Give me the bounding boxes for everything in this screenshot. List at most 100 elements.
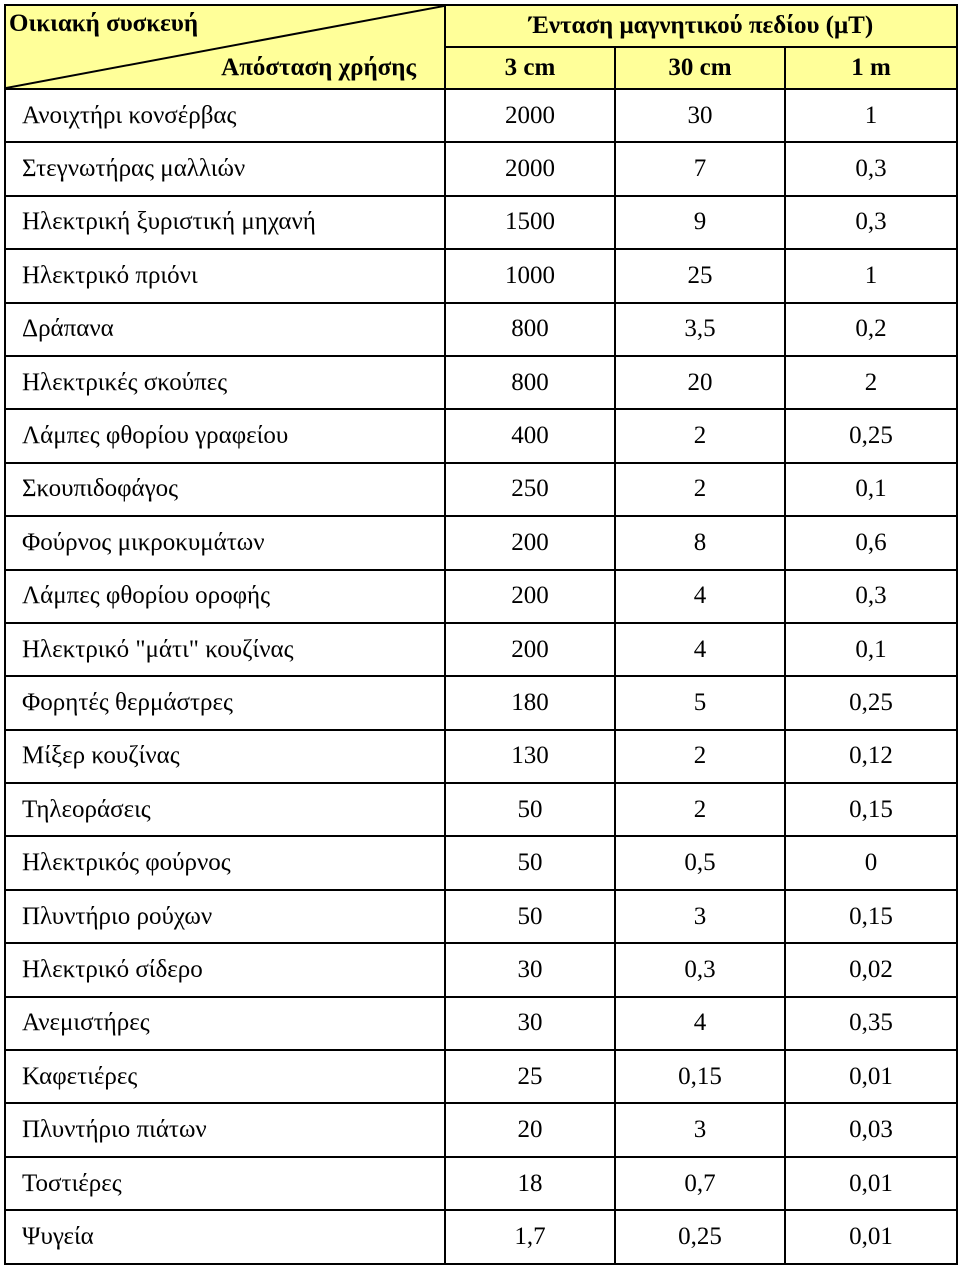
- value-1m-cell: 2: [783, 354, 959, 411]
- value-30cm-cell: 0,25: [614, 1209, 786, 1265]
- distance-header-3cm: 3 cm: [444, 46, 616, 90]
- value-3cm-cell: 18: [444, 1155, 616, 1212]
- value-30cm-cell: 8: [614, 515, 786, 571]
- distance-header-30cm: 30 cm: [614, 46, 786, 90]
- value-30cm-cell: 2: [614, 461, 786, 518]
- appliance-name-cell: Ηλεκτρικό πριόνι: [4, 248, 446, 304]
- value-3cm-cell: 800: [444, 354, 616, 411]
- value-30cm-cell: 0,3: [614, 942, 786, 998]
- value-1m-cell: 0,2: [783, 301, 959, 357]
- value-1m-cell: 0: [783, 835, 959, 891]
- value-30cm-cell: 0,7: [614, 1155, 786, 1212]
- appliance-name-cell: Ανοιχτήρι κονσέρβας: [4, 87, 446, 144]
- appliance-name-cell: Καφετιέρες: [4, 1049, 446, 1105]
- value-30cm-cell: 7: [614, 141, 786, 197]
- appliance-name-cell: Ψυγεία: [4, 1209, 446, 1265]
- value-30cm-cell: 0,15: [614, 1049, 786, 1105]
- appliance-name-cell: Τηλεοράσεις: [4, 782, 446, 838]
- value-30cm-cell: 3: [614, 888, 786, 945]
- table-row: Πλυντήριο πιάτων 20 3 0,03: [4, 1102, 959, 1158]
- table-header: Οικιακή συσκευή Απόσταση χρήσης Ένταση μ…: [4, 4, 959, 90]
- appliance-name-cell: Μίξερ κουζίνας: [4, 728, 446, 785]
- table-row: Ψυγεία 1,7 0,25 0,01: [4, 1209, 959, 1265]
- diagonal-divider-line: [6, 6, 444, 88]
- table-row: Ηλεκτρική ξυριστική μηχανή 1500 9 0,3: [4, 194, 959, 251]
- appliance-name-cell: Ηλεκτρικός φούρνος: [4, 835, 446, 891]
- appliance-name-cell: Ηλεκτρικό σίδερο: [4, 942, 446, 998]
- value-3cm-cell: 30: [444, 942, 616, 998]
- table-row: Ηλεκτρικό σίδερο 30 0,3 0,02: [4, 942, 959, 998]
- value-3cm-cell: 200: [444, 568, 616, 624]
- table-row: Ηλεκτρικό πριόνι 1000 25 1: [4, 248, 959, 304]
- value-3cm-cell: 1500: [444, 194, 616, 251]
- appliance-name-cell: Τοστιέρες: [4, 1155, 446, 1212]
- table-row: Λάμπες φθορίου γραφείου 400 2 0,25: [4, 408, 959, 464]
- value-3cm-cell: 50: [444, 835, 616, 891]
- value-3cm-cell: 25: [444, 1049, 616, 1105]
- value-3cm-cell: 1000: [444, 248, 616, 304]
- value-30cm-cell: 20: [614, 354, 786, 411]
- value-30cm-cell: 3: [614, 1102, 786, 1158]
- field-strength-header: Ένταση μαγνητικού πεδίου (μT): [443, 4, 959, 48]
- value-30cm-cell: 4: [614, 621, 786, 678]
- table-row: Πλυντήριο ρούχων 50 3 0,15: [4, 888, 959, 945]
- value-1m-cell: 0,25: [783, 408, 959, 464]
- distance-header-1m: 1 m: [783, 46, 959, 90]
- value-1m-cell: 0,02: [783, 942, 959, 998]
- table-row: Δράπανα 800 3,5 0,2: [4, 301, 959, 357]
- appliance-column-label: Οικιακή συσκευή: [9, 10, 199, 37]
- value-3cm-cell: 250: [444, 461, 616, 518]
- value-1m-cell: 0,3: [783, 568, 959, 624]
- value-30cm-cell: 5: [614, 675, 786, 731]
- value-30cm-cell: 2: [614, 782, 786, 838]
- appliance-name-cell: Λάμπες φθορίου γραφείου: [4, 408, 446, 464]
- value-30cm-cell: 25: [614, 248, 786, 304]
- appliance-name-cell: Ηλεκτρική ξυριστική μηχανή: [4, 194, 446, 251]
- value-1m-cell: 1: [783, 248, 959, 304]
- table-row: Στεγνωτήρας μαλλιών 2000 7 0,3: [4, 141, 959, 197]
- appliance-name-cell: Ανεμιστήρες: [4, 995, 446, 1052]
- appliance-name-cell: Ηλεκτρικό "μάτι" κουζίνας: [4, 621, 446, 678]
- value-3cm-cell: 800: [444, 301, 616, 357]
- appliance-name-cell: Πλυντήριο ρούχων: [4, 888, 446, 945]
- value-3cm-cell: 50: [444, 782, 616, 838]
- value-30cm-cell: 3,5: [614, 301, 786, 357]
- value-1m-cell: 0,03: [783, 1102, 959, 1158]
- value-1m-cell: 0,3: [783, 194, 959, 251]
- value-1m-cell: 0,3: [783, 141, 959, 197]
- value-3cm-cell: 20: [444, 1102, 616, 1158]
- value-3cm-cell: 2000: [444, 141, 616, 197]
- value-30cm-cell: 4: [614, 568, 786, 624]
- appliance-name-cell: Ηλεκτρικές σκούπες: [4, 354, 446, 411]
- distance-row-label: Απόσταση χρήσης: [221, 54, 416, 81]
- value-3cm-cell: 50: [444, 888, 616, 945]
- value-1m-cell: 0,15: [783, 782, 959, 838]
- value-30cm-cell: 4: [614, 995, 786, 1052]
- value-30cm-cell: 2: [614, 728, 786, 785]
- magnetic-field-table: Οικιακή συσκευή Απόσταση χρήσης Ένταση μ…: [4, 4, 959, 1265]
- appliance-name-cell: Στεγνωτήρας μαλλιών: [4, 141, 446, 197]
- value-1m-cell: 1: [783, 87, 959, 144]
- diagonal-header-cell: Οικιακή συσκευή Απόσταση χρήσης: [4, 4, 446, 90]
- table-row: Ανεμιστήρες 30 4 0,35: [4, 995, 959, 1052]
- table-row: Μίξερ κουζίνας 130 2 0,12: [4, 728, 959, 785]
- table-row: Σκουπιδοφάγος 250 2 0,1: [4, 461, 959, 518]
- value-1m-cell: 0,01: [783, 1155, 959, 1212]
- value-3cm-cell: 30: [444, 995, 616, 1052]
- value-1m-cell: 0,01: [783, 1209, 959, 1265]
- value-30cm-cell: 2: [614, 408, 786, 464]
- value-1m-cell: 0,15: [783, 888, 959, 945]
- appliance-name-cell: Λάμπες φθορίου οροφής: [4, 568, 446, 624]
- appliance-name-cell: Φούρνος μικροκυμάτων: [4, 515, 446, 571]
- table-row: Ηλεκτρικός φούρνος 50 0,5 0: [4, 835, 959, 891]
- value-30cm-cell: 30: [614, 87, 786, 144]
- appliance-name-cell: Δράπανα: [4, 301, 446, 357]
- table-row: Τηλεοράσεις 50 2 0,15: [4, 782, 959, 838]
- table-row: Καφετιέρες 25 0,15 0,01: [4, 1049, 959, 1105]
- appliance-name-cell: Σκουπιδοφάγος: [4, 461, 446, 518]
- value-1m-cell: 0,6: [783, 515, 959, 571]
- value-1m-cell: 0,35: [783, 995, 959, 1052]
- value-30cm-cell: 0,5: [614, 835, 786, 891]
- table-row: Φορητές θερμάστρες 180 5 0,25: [4, 675, 959, 731]
- value-1m-cell: 0,25: [783, 675, 959, 731]
